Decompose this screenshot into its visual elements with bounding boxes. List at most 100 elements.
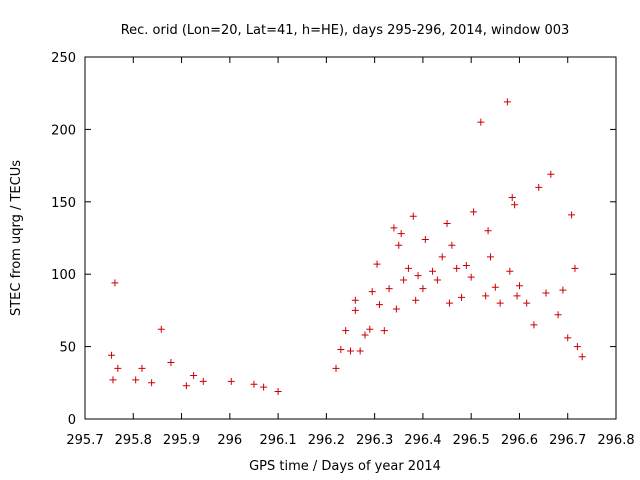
data-point <box>429 267 437 275</box>
data-point <box>356 347 364 355</box>
y-tick-label: 200 <box>51 123 76 138</box>
data-point <box>453 264 461 272</box>
data-point <box>419 285 427 293</box>
data-point <box>250 380 258 388</box>
x-tick-label: 295.9 <box>163 433 200 448</box>
chart-title: Rec. orid (Lon=20, Lat=41, h=HE), days 2… <box>121 23 570 38</box>
data-point <box>443 220 451 228</box>
data-point <box>448 241 456 249</box>
x-tick-label: 296.8 <box>597 433 634 448</box>
data-point <box>496 299 504 307</box>
plot-area-frame <box>84 56 617 420</box>
x-axis: 295.7 295.8 295.9 296 296.1 296.2 296.3 296.4 29… <box>66 57 635 448</box>
data-point <box>260 383 268 391</box>
data-point <box>412 296 420 304</box>
x-tick-label: 296.7 <box>549 433 586 448</box>
data-point <box>513 292 521 300</box>
data-point <box>400 276 408 284</box>
data-point <box>573 343 581 351</box>
data-point <box>421 235 429 243</box>
data-point <box>438 253 446 261</box>
data-point <box>397 230 405 238</box>
data-point <box>274 387 282 395</box>
data-point <box>535 183 543 191</box>
data-point <box>351 296 359 304</box>
data-point <box>467 273 475 281</box>
data-point <box>132 376 140 384</box>
y-axis-label: STEC from uqrg / TECUs <box>9 160 24 316</box>
data-point <box>361 331 369 339</box>
data-point <box>138 364 146 372</box>
y-tick-label: 100 <box>51 268 76 283</box>
data-point <box>484 227 492 235</box>
data-point <box>366 325 374 333</box>
y-tick-label: 50 <box>59 341 76 356</box>
data-point <box>108 351 116 359</box>
data-point <box>462 262 470 270</box>
data-point <box>199 377 207 385</box>
x-tick-label: 295.7 <box>66 433 103 448</box>
data-point <box>491 283 499 291</box>
data-points <box>108 98 586 395</box>
data-point <box>554 311 562 319</box>
data-point <box>385 285 393 293</box>
data-point <box>368 288 376 296</box>
x-tick-label: 295.8 <box>115 433 152 448</box>
data-point <box>190 372 198 380</box>
data-point <box>515 282 523 290</box>
data-point <box>486 253 494 261</box>
data-point <box>342 327 350 335</box>
data-point <box>523 299 531 307</box>
data-point <box>392 305 400 313</box>
data-point <box>109 376 117 384</box>
data-point <box>503 98 511 106</box>
data-point <box>351 306 359 314</box>
x-axis-label: GPS time / Days of year 2014 <box>249 459 441 474</box>
data-point <box>347 347 354 355</box>
data-point <box>578 353 586 361</box>
data-point <box>571 264 579 272</box>
data-point <box>114 364 122 372</box>
y-tick-label: 150 <box>51 196 76 211</box>
data-point <box>337 345 345 353</box>
data-point <box>433 276 441 284</box>
data-point <box>332 364 340 372</box>
x-tick-label: 296.5 <box>453 433 490 448</box>
data-point <box>182 382 190 390</box>
data-point <box>395 241 403 249</box>
data-point <box>508 193 516 201</box>
data-point <box>157 325 165 333</box>
y-tick-label: 250 <box>51 51 76 66</box>
data-point <box>111 279 119 287</box>
y-axis: 0 50 100 150 200 250 <box>51 51 616 428</box>
data-point <box>542 289 550 297</box>
x-tick-label: 296.4 <box>404 433 441 448</box>
data-point <box>404 264 412 272</box>
data-point <box>167 359 175 367</box>
data-point <box>373 260 381 268</box>
data-point <box>390 224 398 232</box>
data-point <box>547 170 555 178</box>
x-tick-label: 296.1 <box>259 433 296 448</box>
data-point <box>227 377 235 385</box>
data-point <box>380 327 388 335</box>
data-point <box>470 208 478 216</box>
data-point <box>375 301 383 309</box>
data-point <box>511 201 519 209</box>
data-point <box>559 286 567 294</box>
data-point <box>409 212 417 220</box>
x-tick-label: 296.6 <box>501 433 538 448</box>
x-tick-label: 296 <box>217 433 242 448</box>
data-point <box>148 379 156 387</box>
data-point <box>530 321 538 329</box>
x-tick-label: 296.3 <box>356 433 393 448</box>
data-point <box>414 272 422 280</box>
data-point <box>482 292 490 300</box>
y-tick-label: 0 <box>68 413 76 428</box>
data-point <box>568 211 576 219</box>
data-point <box>477 118 485 126</box>
data-point <box>506 267 514 275</box>
x-tick-label: 296.2 <box>308 433 345 448</box>
data-point <box>445 299 453 307</box>
